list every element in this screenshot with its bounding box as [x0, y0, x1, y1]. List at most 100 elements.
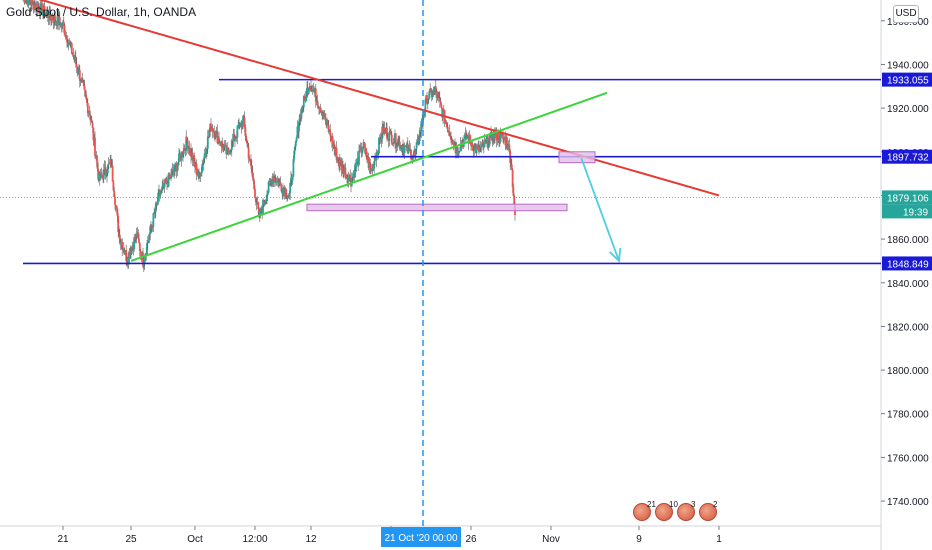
- candle-body: [431, 94, 434, 98]
- candle-body: [25, 0, 28, 2]
- candle: [66, 35, 68, 48]
- candle-body: [274, 177, 276, 182]
- candle-body: [410, 158, 413, 160]
- candle: [307, 87, 310, 96]
- candle-body: [338, 160, 341, 167]
- candle: [89, 110, 92, 126]
- candle: [37, 1, 40, 9]
- candle-body: [267, 181, 270, 193]
- candle-body: [202, 158, 205, 164]
- candle-body: [27, 0, 30, 6]
- candle: [78, 64, 81, 88]
- candle: [58, 11, 61, 31]
- candle-body: [420, 120, 423, 132]
- x-tick-label: 9: [636, 534, 642, 545]
- candle-body: [289, 183, 292, 194]
- candle: [448, 124, 451, 136]
- candle-body: [327, 125, 330, 132]
- y-tick-label: 1920.000: [887, 104, 929, 115]
- candle-body: [70, 43, 73, 54]
- us-flag-event-icon-2[interactable]: 10: [655, 500, 678, 521]
- candle-body: [282, 188, 284, 194]
- us-flag-event-icon-3[interactable]: 3: [677, 500, 695, 521]
- candle: [260, 205, 263, 216]
- candle: [440, 102, 443, 109]
- candle: [158, 189, 161, 202]
- candle-body: [78, 70, 81, 82]
- price-label-box: [882, 204, 932, 219]
- candle: [386, 122, 388, 142]
- candle-body: [153, 212, 156, 214]
- candle: [121, 238, 124, 256]
- x-tick-label: 1: [716, 534, 722, 545]
- candle-body: [156, 202, 159, 204]
- candle-body: [485, 140, 488, 142]
- candle: [81, 72, 84, 83]
- candle-body: [74, 56, 77, 65]
- price-label-box: [882, 72, 932, 87]
- candle-body: [176, 165, 179, 172]
- candle-body: [67, 43, 70, 46]
- candle: [279, 176, 282, 187]
- candle: [227, 147, 230, 156]
- candle-body: [316, 100, 319, 106]
- retest-zone: [558, 151, 596, 164]
- candle: [310, 85, 313, 93]
- candle-body: [410, 149, 412, 160]
- candle-body: [173, 171, 176, 173]
- us-flag-event-icon-1[interactable]: 21: [633, 500, 656, 521]
- candle-body: [346, 174, 348, 178]
- candle-body: [42, 11, 44, 16]
- candle-body: [456, 147, 459, 153]
- currency-button[interactable]: USD: [893, 5, 919, 23]
- candle-body: [358, 150, 360, 165]
- candle-body: [418, 140, 420, 144]
- candle-body: [285, 189, 288, 197]
- candle-body: [238, 123, 240, 128]
- candle-body: [58, 17, 61, 24]
- candle-body: [339, 160, 342, 163]
- candle-body: [129, 252, 132, 259]
- candle: [38, 2, 40, 15]
- candle: [397, 136, 400, 147]
- candle-body: [160, 188, 163, 193]
- candle: [254, 186, 256, 199]
- candle-body: [474, 145, 476, 147]
- candle-body: [351, 176, 354, 178]
- candle-body: [246, 140, 248, 143]
- candle-body: [308, 86, 311, 89]
- candle-body: [250, 158, 252, 165]
- candle-body: [291, 176, 294, 181]
- candle: [138, 242, 141, 257]
- candle-body: [510, 163, 512, 165]
- candle: [434, 79, 437, 95]
- candle: [166, 175, 168, 190]
- candle: [182, 143, 185, 158]
- candle-body: [294, 146, 296, 151]
- candle-body: [210, 123, 212, 131]
- candle: [25, 0, 28, 5]
- candle-body: [130, 247, 133, 254]
- candle-body: [307, 88, 310, 95]
- candle: [428, 89, 431, 100]
- us-flag-event-icon-4[interactable]: 2: [699, 500, 717, 521]
- candle: [230, 138, 233, 157]
- candle: [394, 133, 397, 154]
- candle-body: [31, 0, 34, 2]
- candle: [122, 242, 125, 255]
- y-tick-label: 1840.000: [887, 279, 929, 290]
- candle-body: [111, 165, 114, 182]
- candle-body: [318, 106, 320, 109]
- candle: [96, 154, 99, 172]
- candle-body: [186, 136, 188, 141]
- candle-body: [437, 93, 440, 97]
- candle-body: [121, 242, 124, 251]
- candle: [178, 148, 180, 166]
- candle-body: [117, 215, 120, 233]
- candle-body: [378, 137, 380, 154]
- candle: [62, 16, 65, 27]
- y-tick-label: 1860.000: [887, 235, 929, 246]
- candle: [338, 154, 341, 173]
- candles: [22, 0, 516, 273]
